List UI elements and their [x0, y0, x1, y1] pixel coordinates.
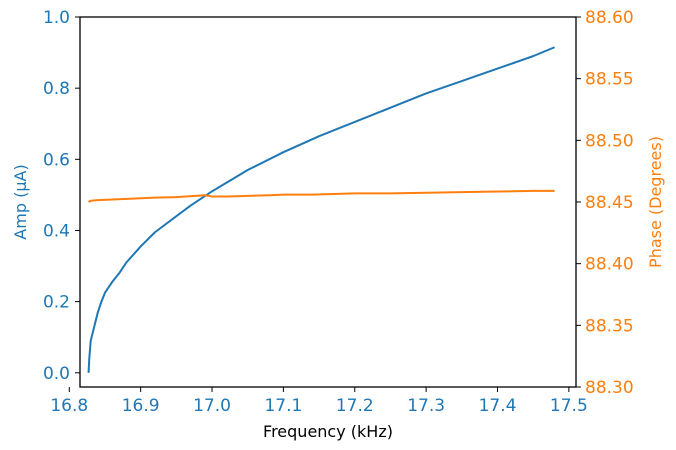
x-tick-label: 17.0 — [193, 396, 231, 416]
plot-frame — [79, 16, 577, 388]
y-right-tick-label: 88.55 — [585, 70, 634, 90]
y-right-tick-label: 88.45 — [585, 193, 634, 213]
x-axis-title: Frequency (kHz) — [263, 422, 393, 441]
x-tick-label: 17.4 — [479, 396, 517, 416]
y-right-tick-label: 88.60 — [585, 8, 634, 28]
y-left-tick-label: 0.6 — [43, 150, 70, 170]
y-right-tick-label: 88.50 — [585, 131, 634, 151]
y-left-tick-label: 0.0 — [43, 364, 70, 384]
x-tick-label: 17.1 — [264, 396, 302, 416]
y-right-tick-label: 88.30 — [585, 378, 634, 398]
y-right-tick-label: 88.35 — [585, 316, 634, 336]
y-left-tick-label: 0.8 — [43, 79, 70, 99]
y-left-tick-label: 1.0 — [43, 8, 70, 28]
y-right-axis-title: Phase (Degrees) — [646, 136, 665, 268]
x-tick-label: 16.8 — [50, 396, 88, 416]
x-tick-label: 16.9 — [122, 396, 160, 416]
phase-series-line — [88, 189, 555, 203]
y-left-tick-label: 0.4 — [43, 221, 70, 241]
y-left-tick-label: 0.2 — [43, 293, 70, 313]
y-left-axis-title: Amp (μA) — [11, 164, 30, 239]
amp-series-line — [87, 46, 555, 373]
x-tick-label: 17.2 — [336, 396, 374, 416]
y-right-tick-label: 88.40 — [585, 255, 634, 275]
x-tick-label: 17.5 — [550, 396, 588, 416]
x-tick-label: 17.3 — [407, 396, 445, 416]
